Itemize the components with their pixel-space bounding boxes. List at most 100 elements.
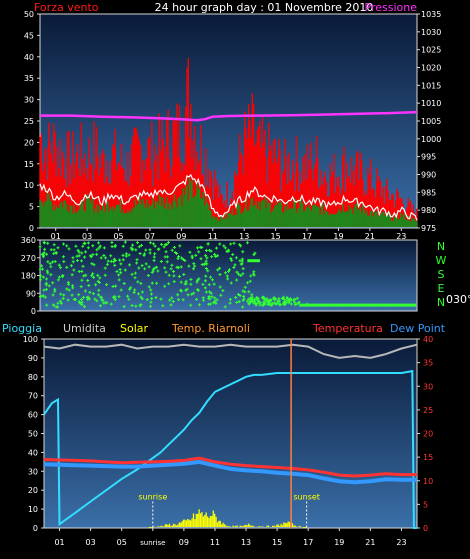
direction-point (152, 255, 156, 259)
direction-point (126, 294, 130, 298)
y-left-tick-label: 25 (24, 117, 34, 126)
direction-point (52, 303, 56, 307)
direction-point (56, 305, 60, 309)
direction-point (150, 296, 154, 300)
direction-point (191, 267, 195, 271)
direction-point (247, 290, 251, 294)
direction-point (82, 295, 86, 299)
direction-point (128, 287, 132, 291)
direction-point (111, 285, 115, 289)
direction-point (103, 273, 107, 277)
direction-point (105, 262, 109, 266)
direction-point (252, 253, 256, 257)
direction-point (249, 297, 253, 301)
direction-point (65, 265, 69, 269)
direction-point (113, 298, 117, 302)
direction-point (177, 274, 181, 278)
direction-point (83, 289, 87, 293)
direction-point (131, 247, 135, 251)
direction-point (237, 292, 241, 296)
direction-point (97, 246, 101, 250)
direction-point (287, 299, 291, 303)
direction-point (241, 250, 245, 254)
direction-point (189, 282, 193, 286)
direction-point (204, 290, 208, 294)
direction-point (242, 294, 246, 298)
direction-point (123, 268, 127, 272)
direction-point (202, 298, 206, 302)
direction-point (81, 244, 85, 248)
direction-point (77, 300, 81, 304)
direction-point (164, 270, 168, 274)
direction-point (195, 246, 199, 250)
direction-point (183, 259, 187, 263)
direction-point (44, 287, 48, 291)
direction-point (193, 264, 197, 268)
direction-point (192, 262, 196, 266)
y-right-tick-label: 980 (421, 206, 436, 215)
direction-tick-label: 270 (21, 254, 36, 263)
direction-point (140, 243, 144, 247)
x-tick-label: 17 (303, 538, 313, 547)
direction-point (66, 281, 70, 285)
x-tick-label: 01 (54, 538, 64, 547)
y-left-tick-label: 50 (28, 430, 38, 439)
direction-point (140, 290, 144, 294)
direction-point (170, 263, 174, 267)
direction-point (83, 255, 87, 259)
direction-point (117, 273, 121, 277)
direction-point (293, 300, 297, 304)
direction-point (69, 264, 73, 268)
direction-point (218, 272, 222, 276)
direction-point (219, 293, 223, 297)
direction-point (147, 285, 151, 289)
direction-point (224, 271, 228, 275)
direction-point (62, 242, 66, 246)
direction-point (59, 301, 63, 305)
direction-point (112, 295, 116, 299)
direction-point (234, 296, 238, 300)
direction-point (165, 255, 169, 259)
direction-point (255, 296, 259, 300)
dew-point-label: Dew Point (390, 322, 446, 335)
direction-point (137, 266, 141, 270)
y-left-tick-label: 35 (24, 74, 34, 83)
direction-point (180, 256, 184, 260)
y-left-tick-label: 15 (24, 160, 34, 169)
direction-point (77, 254, 81, 258)
direction-point (229, 242, 233, 246)
x-tick-label: 17 (302, 232, 312, 241)
direction-point (113, 263, 117, 267)
direction-point (80, 300, 84, 304)
y-right-tick-label: 40 (423, 335, 433, 344)
direction-point (115, 270, 119, 274)
direction-point (160, 242, 164, 246)
direction-point (45, 252, 49, 256)
temp-riarnoli-label: Temp. Riarnoli (171, 322, 250, 335)
direction-point (49, 265, 53, 269)
direction-point (156, 269, 160, 273)
direction-point (210, 295, 214, 299)
direction-point (171, 299, 175, 303)
direction-point (192, 291, 196, 295)
direction-point (67, 247, 71, 251)
direction-point (42, 288, 46, 292)
x-tick-label: 23 (396, 538, 406, 547)
direction-point (201, 296, 205, 300)
y-left-tick-label: 90 (28, 354, 38, 363)
direction-point (253, 297, 257, 301)
direction-point (57, 263, 61, 267)
direction-point (49, 248, 53, 252)
direction-point (45, 303, 49, 307)
direction-point (43, 295, 47, 299)
direction-point (102, 301, 106, 305)
direction-point (56, 301, 60, 305)
direction-point (41, 252, 45, 256)
direction-point (187, 264, 191, 268)
solar-series (149, 509, 306, 528)
y-left-tick-label: 40 (24, 53, 34, 62)
direction-point (213, 299, 217, 303)
direction-point (195, 280, 199, 284)
direction-point (233, 263, 237, 267)
direction-point (209, 291, 213, 295)
